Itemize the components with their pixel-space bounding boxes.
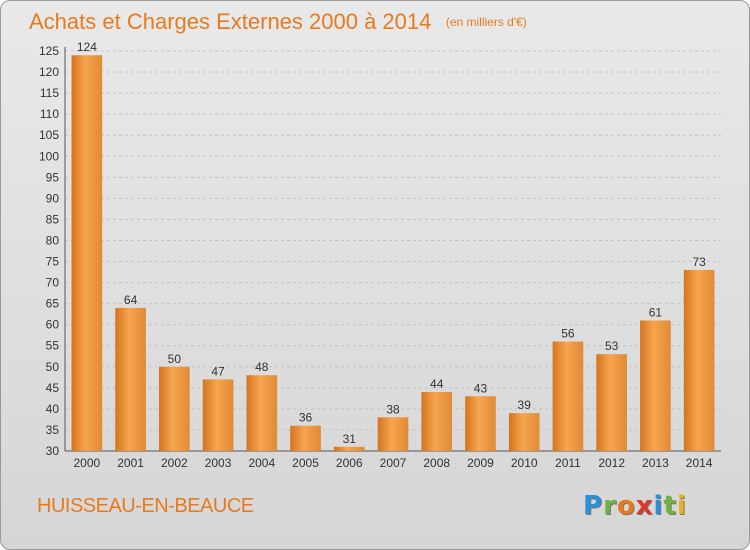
x-tick-label: 2007 — [380, 456, 407, 470]
x-tick-label: 2006 — [336, 456, 363, 470]
chart-title: Achats et Charges Externes 2000 à 2014 — [29, 9, 432, 34]
y-tick-label: 60 — [46, 318, 60, 332]
logo-letter: t — [663, 491, 677, 521]
data-label: 31 — [343, 432, 357, 446]
y-tick-label: 50 — [46, 360, 60, 374]
y-tick-label: 90 — [46, 191, 60, 205]
y-tick-label: 45 — [46, 381, 60, 395]
y-tick-label: 55 — [46, 339, 60, 353]
bar-2004 — [246, 375, 278, 451]
x-tick-label: 2001 — [117, 456, 144, 470]
y-tick-label: 125 — [39, 44, 59, 58]
y-tick-label: 65 — [46, 297, 60, 311]
logo-letter: i — [676, 491, 687, 521]
proxiti-logo[interactable]: Proxiti — [583, 491, 687, 521]
y-tick-label: 85 — [46, 212, 60, 226]
bar-2009 — [465, 396, 496, 451]
bar-2010 — [508, 413, 540, 451]
data-label: 50 — [168, 352, 182, 366]
y-tick-label: 30 — [46, 444, 60, 458]
x-tick-label: 2012 — [598, 456, 625, 470]
x-tick-label: 2014 — [686, 456, 713, 470]
y-tick-label: 115 — [40, 86, 59, 100]
data-label: 56 — [561, 327, 575, 341]
data-labels: 124 64 50 47 48 36 31 38 44 43 39 56 53 61 73 — [77, 40, 706, 446]
data-label: 47 — [211, 364, 225, 378]
data-label: 124 — [77, 40, 97, 54]
data-label: 43 — [474, 381, 488, 395]
data-label: 48 — [255, 360, 269, 374]
y-tick-label: 40 — [46, 402, 60, 416]
bar-2000 — [71, 55, 103, 452]
x-tick-label: 2004 — [248, 456, 275, 470]
data-label: 38 — [386, 402, 400, 416]
bar-2011 — [552, 341, 584, 451]
y-tick-label: 70 — [46, 276, 60, 290]
y-tick-labels: 30 35 40 45 50 55 60 65 70 75 80 85 90 95 100 105 110 115… — [39, 44, 59, 458]
bar-2007 — [377, 417, 409, 451]
x-tick-label: 2003 — [205, 456, 232, 470]
y-tick-label: 110 — [40, 107, 59, 121]
bars — [71, 55, 715, 452]
chart-subtitle: (en milliers d'€) — [445, 15, 527, 29]
bar-2002 — [159, 366, 190, 451]
y-tick-label: 80 — [46, 233, 60, 247]
data-label: 53 — [605, 339, 619, 353]
data-label: 73 — [692, 255, 706, 269]
logo-letter: o — [616, 491, 636, 521]
x-tick-label: 2008 — [423, 456, 450, 470]
x-tick-label: 2000 — [74, 456, 101, 470]
bar-2001 — [115, 307, 146, 451]
bar-2003 — [202, 379, 234, 451]
logo-letter: r — [603, 491, 617, 521]
x-tick-label: 2010 — [511, 456, 538, 470]
y-tick-label: 95 — [46, 170, 60, 184]
y-tick-label: 120 — [39, 65, 59, 79]
x-tick-label: 2009 — [467, 456, 494, 470]
x-tick-labels: 2000 2001 2002 2003 2004 2005 2006 2007 2008 2009… — [74, 456, 713, 470]
data-label: 39 — [518, 398, 532, 412]
y-tick-label: 75 — [46, 255, 60, 269]
logo-letter: P — [583, 491, 604, 521]
bar-2008 — [421, 392, 453, 451]
x-tick-label: 2002 — [161, 456, 188, 470]
bar-2005 — [290, 425, 321, 451]
logo-letter: x — [635, 491, 654, 521]
bar-2006 — [333, 446, 365, 451]
logo-letter: i — [653, 491, 664, 521]
bar-2012 — [596, 354, 627, 451]
chart-title-block: Achats et Charges Externes 2000 à 2014 (… — [29, 9, 527, 35]
y-tick-label: 100 — [39, 149, 59, 163]
data-label: 44 — [430, 377, 444, 391]
data-label: 61 — [649, 305, 663, 319]
data-label: 64 — [124, 293, 138, 307]
bar-2014 — [683, 269, 715, 451]
x-tick-label: 2013 — [642, 456, 669, 470]
x-tick-label: 2011 — [555, 456, 581, 470]
bar-2013 — [640, 320, 671, 451]
x-tick-label: 2005 — [292, 456, 319, 470]
data-label: 36 — [299, 411, 313, 425]
y-tick-label: 35 — [46, 423, 60, 437]
commune-name: HUISSEAU-EN-BEAUCE — [37, 495, 254, 517]
y-tick-label: 105 — [39, 128, 59, 142]
